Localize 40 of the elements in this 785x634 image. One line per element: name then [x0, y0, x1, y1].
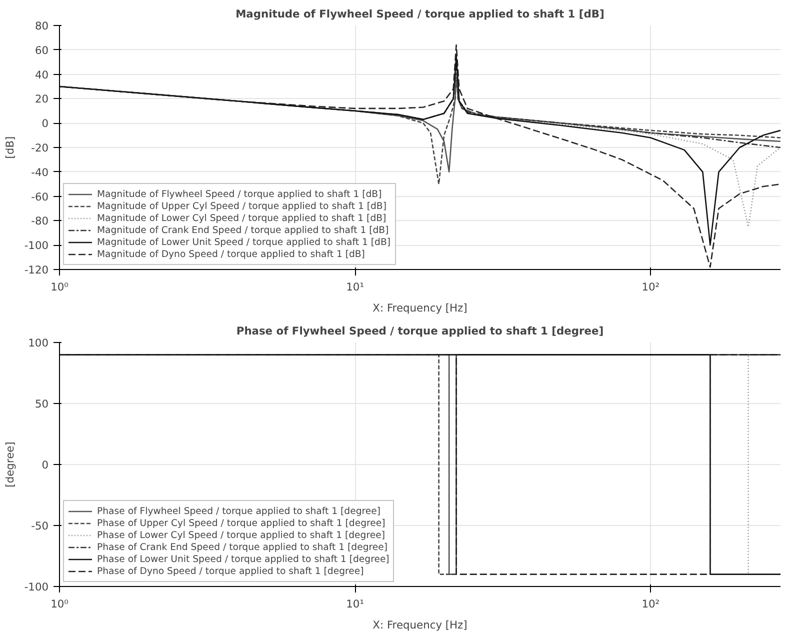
x-tick-label: 10¹ — [346, 280, 364, 294]
y-tick-label: 80 — [34, 20, 49, 32]
y-tick-label: 0 — [42, 117, 49, 130]
x-axis-title: X: Frequency [Hz] — [372, 302, 468, 314]
chart-title: Magnitude of Flywheel Speed / torque applied to shaft 1 [dB] — [236, 8, 604, 20]
y-tick-label: -120 — [24, 264, 49, 276]
x-tick-label: 10² — [642, 598, 660, 610]
y-tick-label: -100 — [24, 580, 49, 594]
y-tick-label: 100 — [28, 336, 49, 350]
legend-label: Magnitude of Flywheel Speed / torque applied to shaft 1 [dB] — [97, 188, 382, 200]
legend-label: Phase of Crank End Speed / torque applied to shaft 1 [degree] — [97, 541, 388, 553]
chart-title: Phase of Flywheel Speed / torque applied to shaft 1 [degree] — [236, 324, 604, 338]
x-tick-label: 10² — [642, 280, 660, 294]
legend-label: Magnitude of Lower Unit Speed / torque applied to shaft 1 [dB] — [97, 236, 391, 248]
y-tick-label: 40 — [34, 68, 49, 82]
y-axis-title: [dB] — [3, 136, 16, 159]
y-tick-label: 20 — [34, 92, 49, 106]
legend-label: Phase of Lower Unit Speed / torque applied to shaft 1 [degree] — [97, 553, 390, 565]
legend-label: Phase of Flywheel Speed / torque applied to shaft 1 [degree] — [97, 505, 381, 517]
legend-label: Magnitude of Dyno Speed / torque applied to shaft 1 [dB] — [97, 248, 365, 260]
y-tick-label: -50 — [31, 520, 49, 532]
y-axis-title: [degree] — [3, 442, 16, 488]
legend-label: Magnitude of Crank End Speed / torque applied to shaft 1 [dB] — [97, 224, 389, 236]
x-tick-label: 10¹ — [346, 598, 364, 610]
y-tick-label: -20 — [31, 142, 49, 154]
y-tick-label: 50 — [34, 398, 49, 410]
y-tick-label: -60 — [31, 190, 49, 204]
legend-label: Phase of Lower Cyl Speed / torque applied to shaft 1 [degree] — [97, 529, 385, 541]
y-tick-label: -80 — [31, 214, 49, 228]
y-tick-label: -100 — [24, 239, 49, 252]
legend-label: Phase of Dyno Speed / torque applied to shaft 1 [degree] — [97, 565, 364, 577]
legend-label: Magnitude of Upper Cyl Speed / torque applied to shaft 1 [dB] — [97, 200, 386, 212]
x-tick-label: 10⁰ — [50, 598, 68, 610]
y-tick-label: -40 — [31, 166, 49, 179]
x-tick-label: 10⁰ — [50, 280, 68, 294]
y-tick-label: 0 — [42, 458, 49, 472]
legend-label: Phase of Upper Cyl Speed / torque applied to shaft 1 [degree] — [97, 517, 386, 529]
x-axis-title: X: Frequency [Hz] — [372, 618, 468, 632]
y-tick-label: 60 — [34, 44, 49, 57]
legend-label: Magnitude of Lower Cyl Speed / torque applied to shaft 1 [dB] — [97, 212, 386, 224]
